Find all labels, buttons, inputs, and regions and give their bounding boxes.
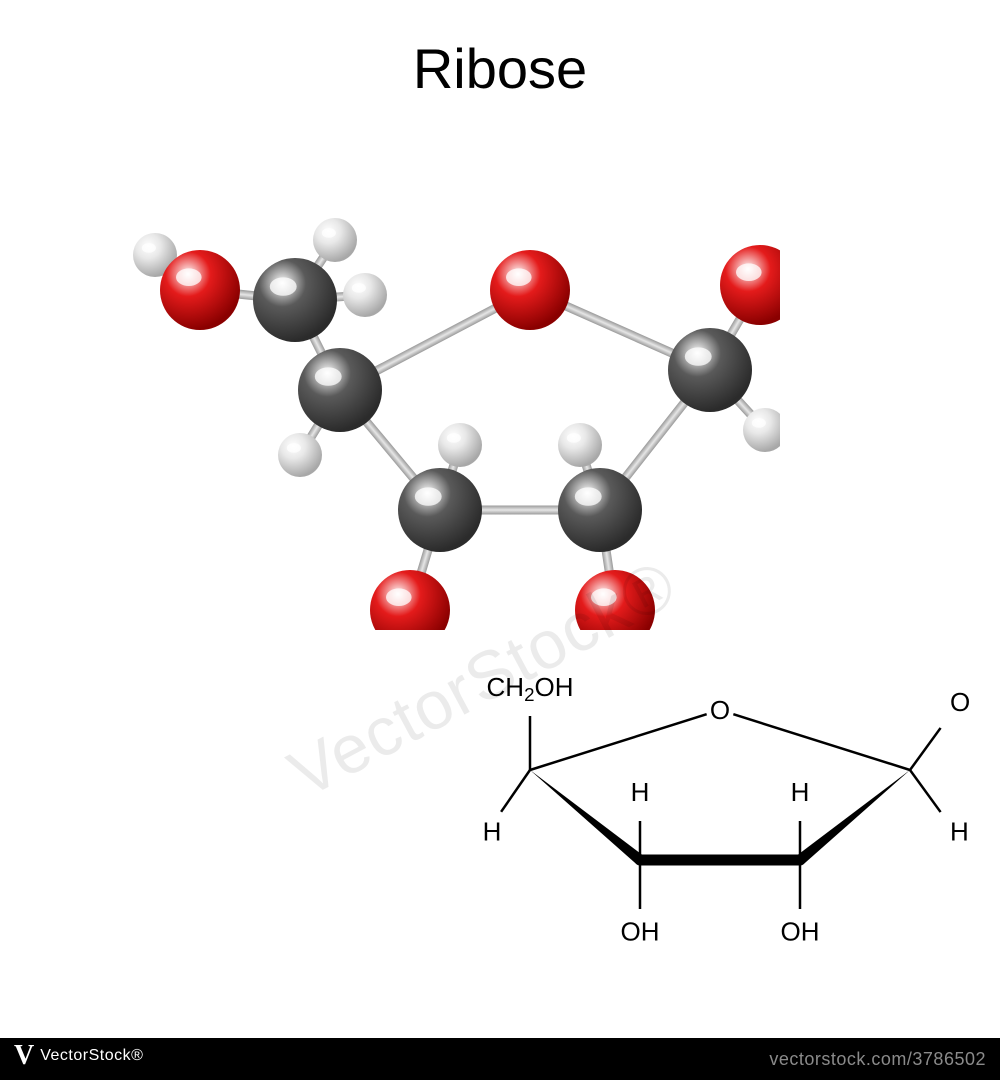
footer-image-id: vectorstock.com/3786502 (769, 1049, 986, 1070)
substituent-label: OH (950, 687, 970, 717)
atom-c (253, 258, 337, 342)
atom-h (558, 423, 602, 467)
atom-h (278, 433, 322, 477)
substituent-label: CH2OH (487, 672, 574, 705)
ring-oxygen-label: O (710, 695, 730, 725)
footer-bar: V VectorStock® vectorstock.com/3786502 (0, 1038, 1000, 1080)
page-title: Ribose (0, 36, 1000, 101)
molecule-3d-model (60, 110, 780, 630)
ring-wedge (797, 770, 910, 864)
atom-c (398, 468, 482, 552)
footer-logo: V VectorStock® (14, 1040, 143, 1072)
atom-h (313, 218, 357, 262)
substituent-label: H (631, 777, 650, 807)
atom-c (558, 468, 642, 552)
atom-c (668, 328, 752, 412)
molecule-skeletal-formula: O CH2OH H OH H H OH H OH (470, 650, 970, 990)
atom-h (438, 423, 482, 467)
ring-wedge (530, 770, 643, 864)
substituent-label: OH (621, 917, 660, 947)
atom-o (490, 250, 570, 330)
atom-h (343, 273, 387, 317)
substituent-label: OH (781, 917, 820, 947)
footer-logo-mark: V (14, 1040, 34, 1072)
substituent-label: H (483, 817, 502, 847)
atom-o (160, 250, 240, 330)
atom-c (298, 348, 382, 432)
footer-logo-text: VectorStock® (40, 1047, 143, 1065)
substituent-label: H (950, 817, 969, 847)
atom-o (720, 245, 780, 325)
substituent-label: H (791, 777, 810, 807)
